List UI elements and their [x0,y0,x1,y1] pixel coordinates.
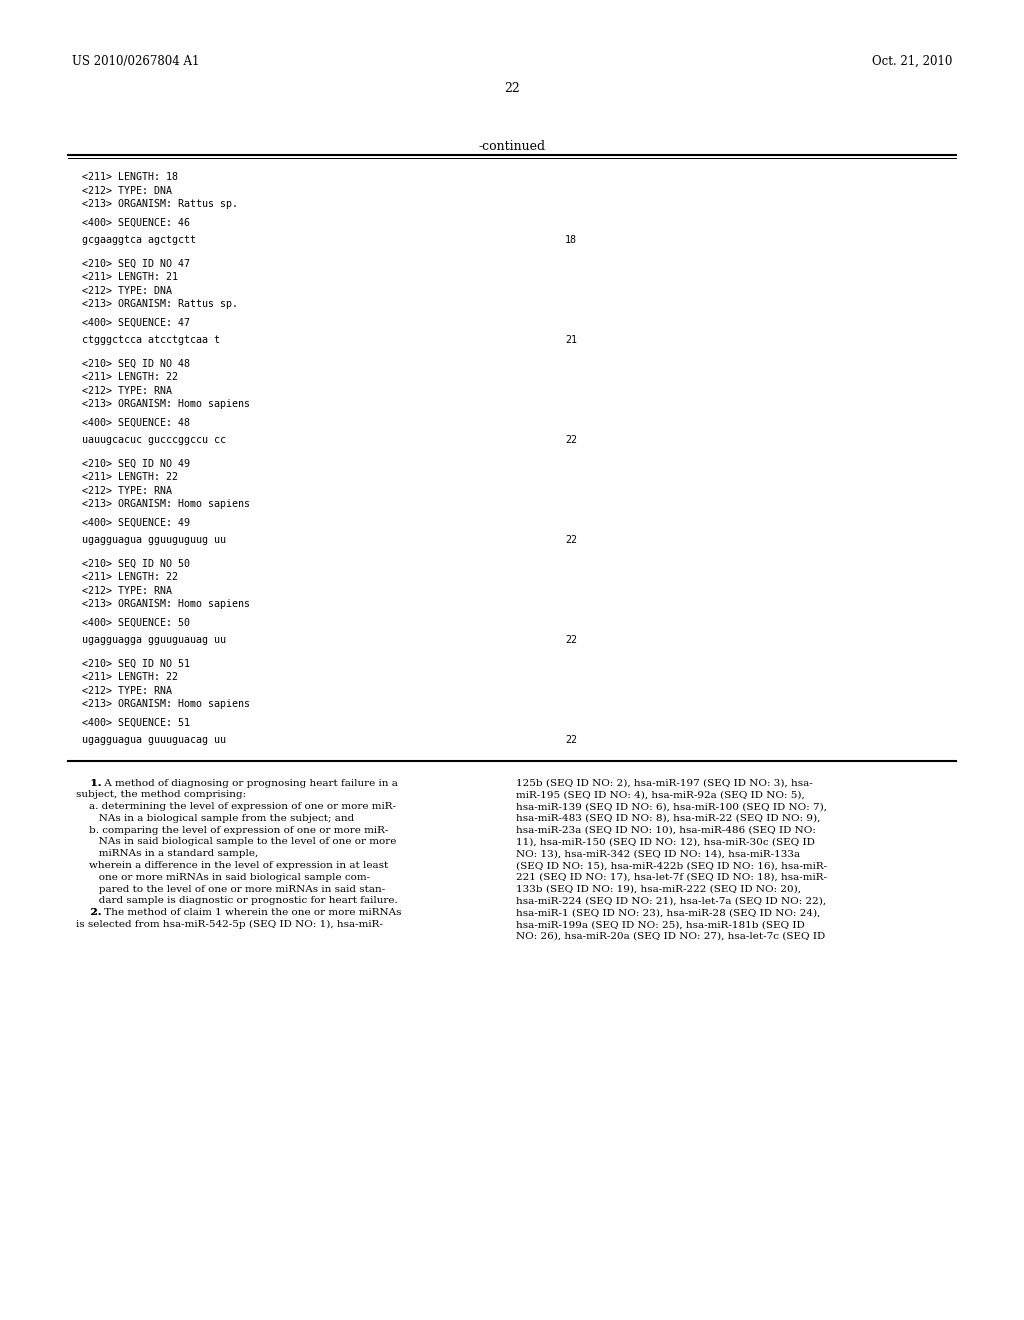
Text: The method of claim 1 wherein the one or more miRNAs: The method of claim 1 wherein the one or… [100,908,401,917]
Text: ugagguagga gguuguauag uu: ugagguagga gguuguauag uu [82,635,226,645]
Text: wherein a difference in the level of expression in at least: wherein a difference in the level of exp… [76,861,388,870]
Text: <213> ORGANISM: Homo sapiens: <213> ORGANISM: Homo sapiens [82,700,250,709]
Text: NO: 26), hsa-miR-20a (SEQ ID NO: 27), hsa-let-7c (SEQ ID: NO: 26), hsa-miR-20a (SEQ ID NO: 27), hs… [516,932,825,941]
Text: -continued: -continued [478,140,546,153]
Text: ugagguagua guuuguacag uu: ugagguagua guuuguacag uu [82,735,226,744]
Text: <210> SEQ ID NO 47: <210> SEQ ID NO 47 [82,259,190,268]
Text: 11), hsa-miR-150 (SEQ ID NO: 12), hsa-miR-30c (SEQ ID: 11), hsa-miR-150 (SEQ ID NO: 12), hsa-mi… [516,837,815,846]
Text: <400> SEQUENCE: 49: <400> SEQUENCE: 49 [82,517,190,528]
Text: hsa-miR-224 (SEQ ID NO: 21), hsa-let-7a (SEQ ID NO: 22),: hsa-miR-224 (SEQ ID NO: 21), hsa-let-7a … [516,896,826,906]
Text: miR-195 (SEQ ID NO: 4), hsa-miR-92a (SEQ ID NO: 5),: miR-195 (SEQ ID NO: 4), hsa-miR-92a (SEQ… [516,791,805,800]
Text: is selected from hsa-miR-542-5p (SEQ ID NO: 1), hsa-miR-: is selected from hsa-miR-542-5p (SEQ ID … [76,920,383,929]
Text: <212> TYPE: RNA: <212> TYPE: RNA [82,685,172,696]
Text: 2.: 2. [76,908,101,917]
Text: hsa-miR-23a (SEQ ID NO: 10), hsa-miR-486 (SEQ ID NO:: hsa-miR-23a (SEQ ID NO: 10), hsa-miR-486… [516,826,816,834]
Text: NAs in a biological sample from the subject; and: NAs in a biological sample from the subj… [76,814,354,822]
Text: hsa-miR-483 (SEQ ID NO: 8), hsa-miR-22 (SEQ ID NO: 9),: hsa-miR-483 (SEQ ID NO: 8), hsa-miR-22 (… [516,814,820,822]
Text: <212> TYPE: DNA: <212> TYPE: DNA [82,186,172,195]
Text: b. comparing the level of expression of one or more miR-: b. comparing the level of expression of … [76,826,388,834]
Text: <211> LENGTH: 22: <211> LENGTH: 22 [82,572,178,582]
Text: <212> TYPE: RNA: <212> TYPE: RNA [82,586,172,595]
Text: <210> SEQ ID NO 49: <210> SEQ ID NO 49 [82,458,190,469]
Text: miRNAs in a standard sample,: miRNAs in a standard sample, [76,849,258,858]
Text: 221 (SEQ ID NO: 17), hsa-let-7f (SEQ ID NO: 18), hsa-miR-: 221 (SEQ ID NO: 17), hsa-let-7f (SEQ ID … [516,873,827,882]
Text: a. determining the level of expression of one or more miR-: a. determining the level of expression o… [76,803,396,810]
Text: <211> LENGTH: 18: <211> LENGTH: 18 [82,172,178,182]
Text: <211> LENGTH: 21: <211> LENGTH: 21 [82,272,178,282]
Text: 1. A method of diagnosing or prognosing heart failure in a: 1. A method of diagnosing or prognosing … [76,779,395,788]
Text: gcgaaggtca agctgctt: gcgaaggtca agctgctt [82,235,196,246]
Text: US 2010/0267804 A1: US 2010/0267804 A1 [72,55,200,69]
Text: NO: 13), hsa-miR-342 (SEQ ID NO: 14), hsa-miR-133a: NO: 13), hsa-miR-342 (SEQ ID NO: 14), hs… [516,849,800,858]
Text: <400> SEQUENCE: 51: <400> SEQUENCE: 51 [82,718,190,727]
Text: dard sample is diagnostic or prognostic for heart failure.: dard sample is diagnostic or prognostic … [76,896,397,906]
Text: <213> ORGANISM: Homo sapiens: <213> ORGANISM: Homo sapiens [82,599,250,609]
Text: <212> TYPE: DNA: <212> TYPE: DNA [82,285,172,296]
Text: ctgggctcca atcctgtcaa t: ctgggctcca atcctgtcaa t [82,335,220,345]
Text: 1.: 1. [76,779,101,788]
Text: 2. The method of claim 1 wherein the one or more miRNAs: 2. The method of claim 1 wherein the one… [76,908,399,917]
Text: <210> SEQ ID NO 51: <210> SEQ ID NO 51 [82,659,190,668]
Text: 22: 22 [565,735,577,744]
Text: 22: 22 [565,535,577,545]
Text: <212> TYPE: RNA: <212> TYPE: RNA [82,486,172,495]
Text: 2.: 2. [76,908,101,917]
Text: ugagguagua gguuguguug uu: ugagguagua gguuguguug uu [82,535,226,545]
Text: 22: 22 [565,635,577,645]
Text: NAs in said biological sample to the level of one or more: NAs in said biological sample to the lev… [76,837,396,846]
Text: <210> SEQ ID NO 48: <210> SEQ ID NO 48 [82,359,190,368]
Text: uauugcacuc gucccggccu cc: uauugcacuc gucccggccu cc [82,436,226,445]
Text: <400> SEQUENCE: 47: <400> SEQUENCE: 47 [82,318,190,327]
Text: <213> ORGANISM: Rattus sp.: <213> ORGANISM: Rattus sp. [82,300,238,309]
Text: one or more miRNAs in said biological sample com-: one or more miRNAs in said biological sa… [76,873,370,882]
Text: 22: 22 [565,436,577,445]
Text: subject, the method comprising:: subject, the method comprising: [76,791,246,800]
Text: <211> LENGTH: 22: <211> LENGTH: 22 [82,372,178,381]
Text: Oct. 21, 2010: Oct. 21, 2010 [871,55,952,69]
Text: <211> LENGTH: 22: <211> LENGTH: 22 [82,672,178,682]
Text: 22: 22 [504,82,520,95]
Text: 18: 18 [565,235,577,246]
Text: <400> SEQUENCE: 50: <400> SEQUENCE: 50 [82,618,190,627]
Text: 133b (SEQ ID NO: 19), hsa-miR-222 (SEQ ID NO: 20),: 133b (SEQ ID NO: 19), hsa-miR-222 (SEQ I… [516,884,801,894]
Text: <213> ORGANISM: Rattus sp.: <213> ORGANISM: Rattus sp. [82,199,238,209]
Text: A method of diagnosing or prognosing heart failure in a: A method of diagnosing or prognosing hea… [100,779,397,788]
Text: <213> ORGANISM: Homo sapiens: <213> ORGANISM: Homo sapiens [82,399,250,409]
Text: 125b (SEQ ID NO: 2), hsa-miR-197 (SEQ ID NO: 3), hsa-: 125b (SEQ ID NO: 2), hsa-miR-197 (SEQ ID… [516,779,813,788]
Text: <213> ORGANISM: Homo sapiens: <213> ORGANISM: Homo sapiens [82,499,250,510]
Text: <212> TYPE: RNA: <212> TYPE: RNA [82,385,172,396]
Text: <400> SEQUENCE: 48: <400> SEQUENCE: 48 [82,417,190,428]
Text: hsa-miR-199a (SEQ ID NO: 25), hsa-miR-181b (SEQ ID: hsa-miR-199a (SEQ ID NO: 25), hsa-miR-18… [516,920,805,929]
Text: hsa-miR-139 (SEQ ID NO: 6), hsa-miR-100 (SEQ ID NO: 7),: hsa-miR-139 (SEQ ID NO: 6), hsa-miR-100 … [516,803,827,810]
Text: <210> SEQ ID NO 50: <210> SEQ ID NO 50 [82,558,190,569]
Text: 21: 21 [565,335,577,345]
Text: 1.: 1. [76,779,101,788]
Text: <400> SEQUENCE: 46: <400> SEQUENCE: 46 [82,218,190,227]
Text: pared to the level of one or more miRNAs in said stan-: pared to the level of one or more miRNAs… [76,884,385,894]
Text: hsa-miR-1 (SEQ ID NO: 23), hsa-miR-28 (SEQ ID NO: 24),: hsa-miR-1 (SEQ ID NO: 23), hsa-miR-28 (S… [516,908,820,917]
Text: <211> LENGTH: 22: <211> LENGTH: 22 [82,473,178,482]
Text: (SEQ ID NO: 15), hsa-miR-422b (SEQ ID NO: 16), hsa-miR-: (SEQ ID NO: 15), hsa-miR-422b (SEQ ID NO… [516,861,827,870]
